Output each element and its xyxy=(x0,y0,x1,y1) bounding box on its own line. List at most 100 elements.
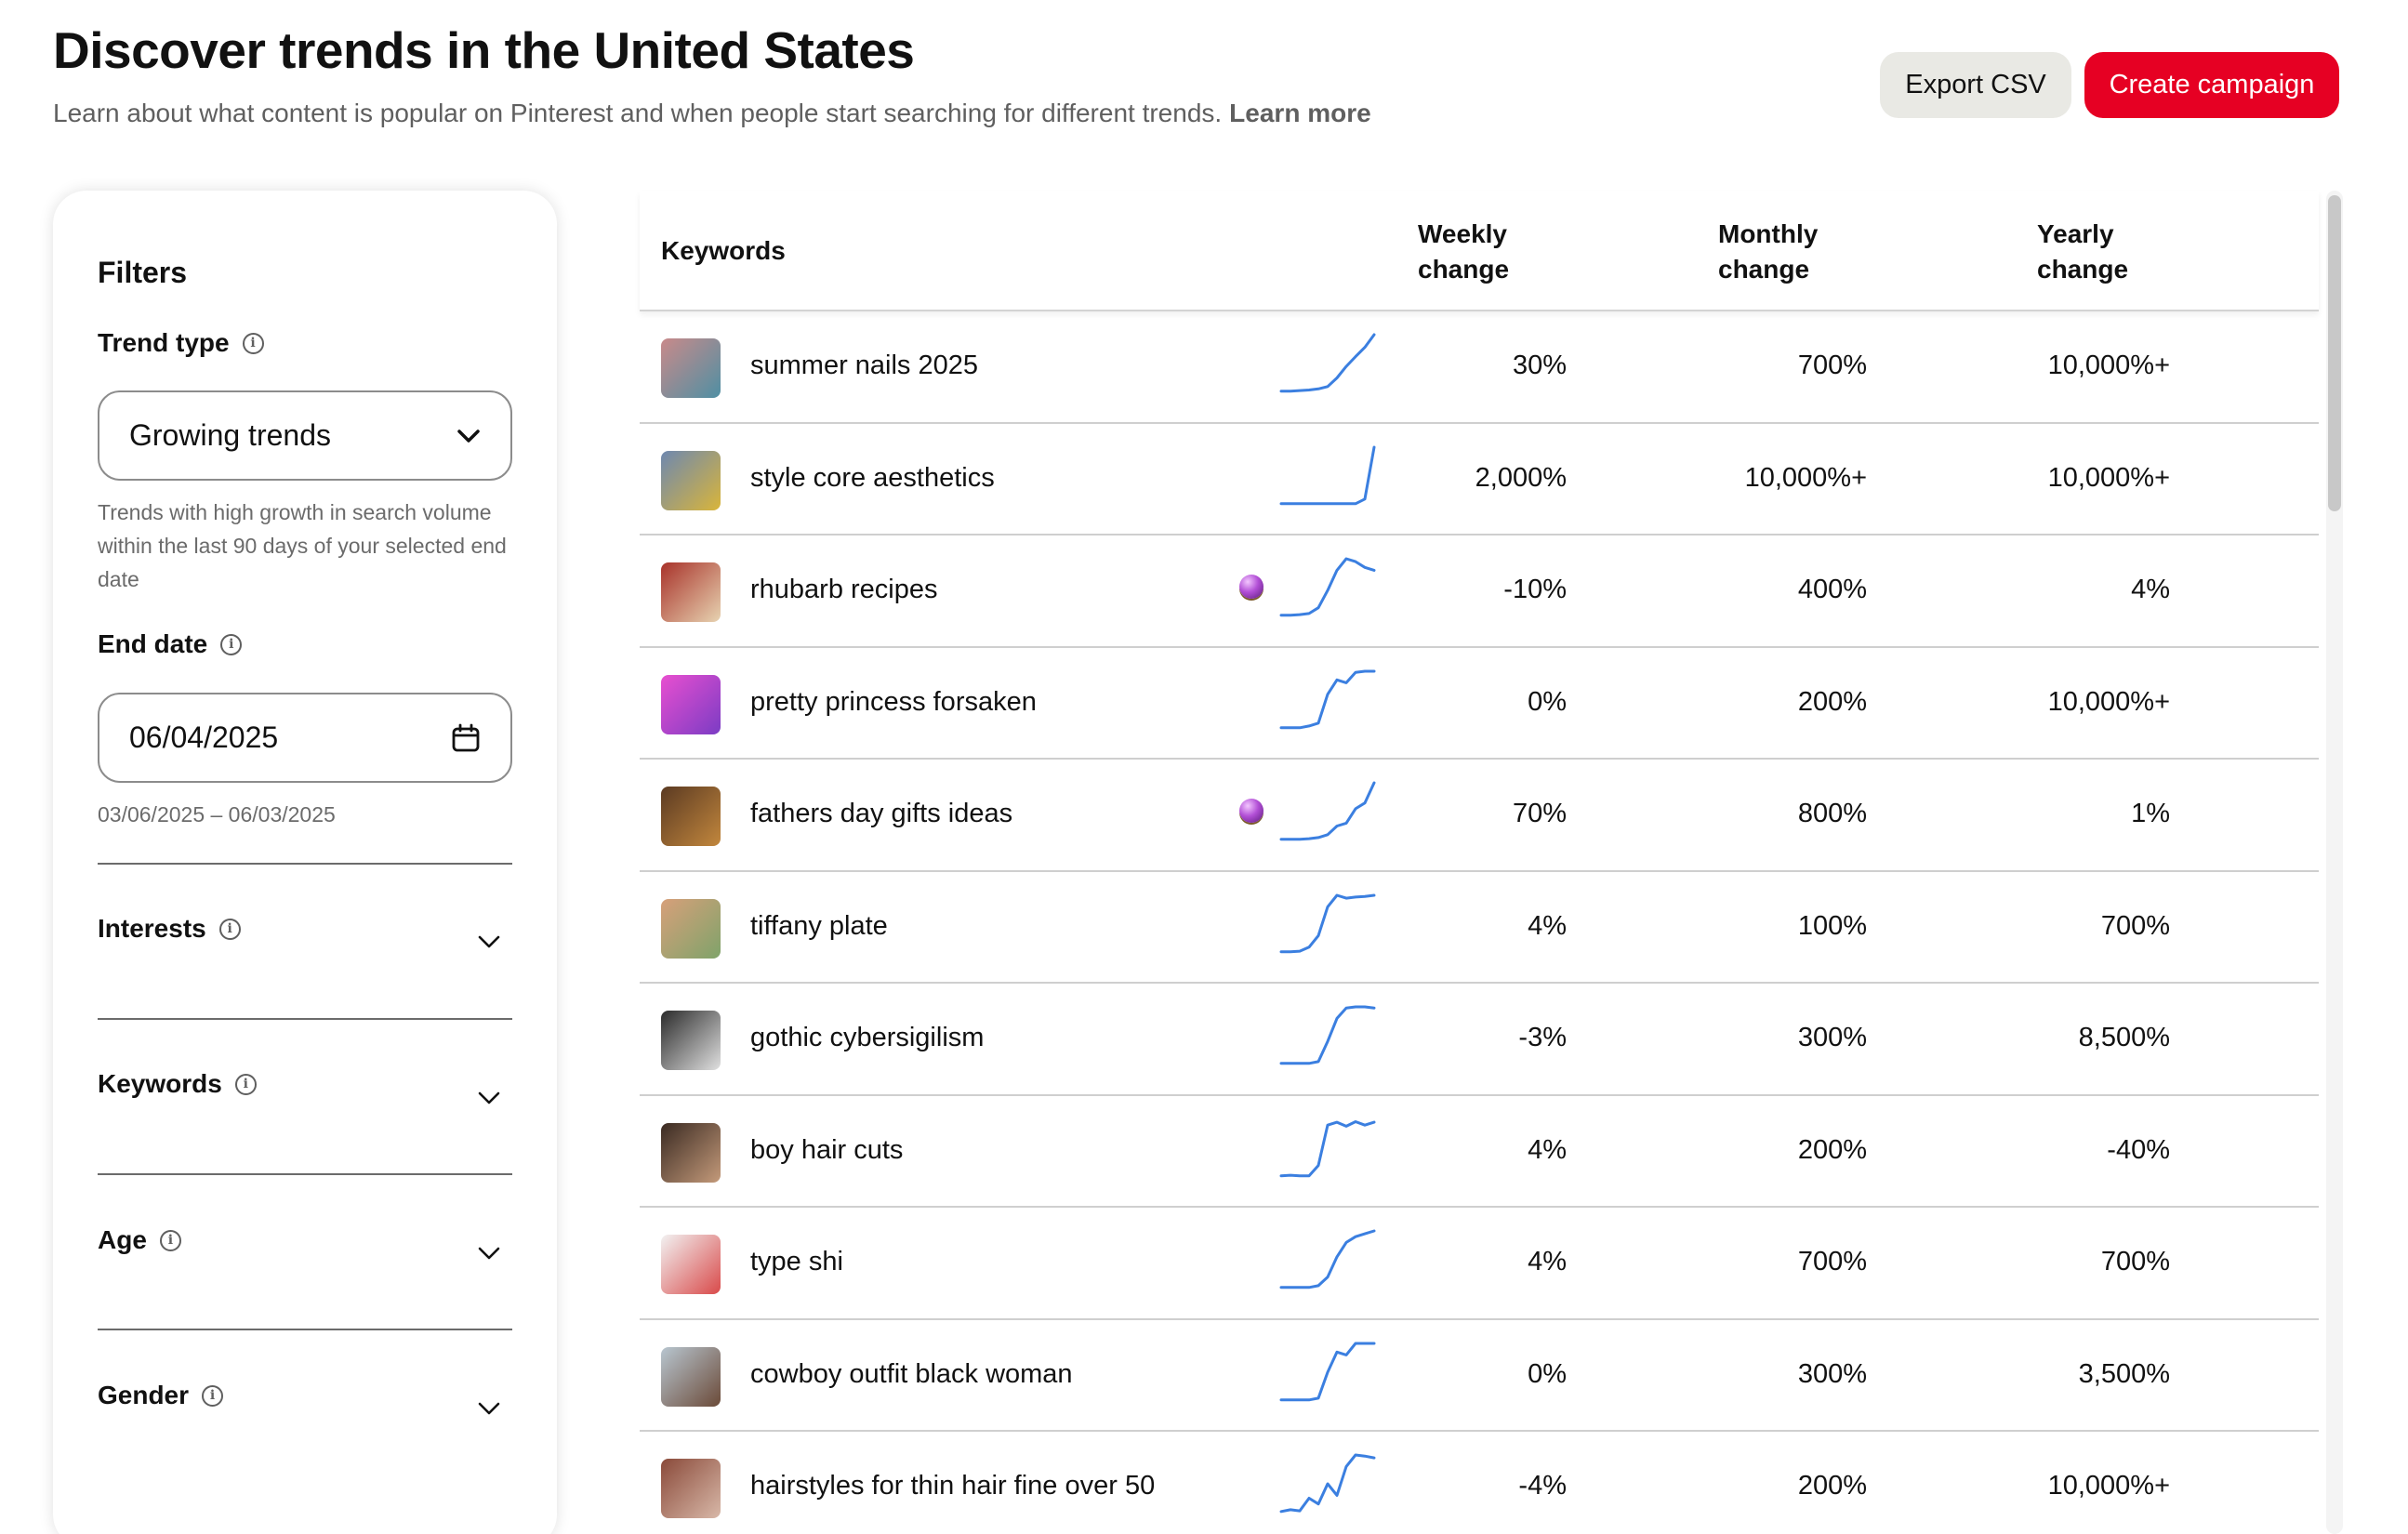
column-header-monthly-change[interactable]: Monthly change xyxy=(1718,219,1819,284)
keyword-text[interactable]: gothic cybersigilism xyxy=(750,1023,985,1052)
keyword-text[interactable]: hairstyles for thin hair fine over 50 xyxy=(750,1471,1156,1501)
monthly-change-value: 100% xyxy=(1797,910,1867,941)
end-date-value: 06/04/2025 xyxy=(129,721,279,754)
yearly-change-value: 700% xyxy=(2100,1247,2170,1276)
monthly-change-value: 700% xyxy=(1797,350,1867,380)
table-header: Keywords Weekly change Monthly change Ye… xyxy=(640,191,2319,311)
trend-sparkline xyxy=(1279,445,1376,505)
info-icon[interactable]: i xyxy=(234,1073,257,1095)
chevron-down-icon[interactable] xyxy=(477,1401,501,1416)
end-date-label-text: End date xyxy=(98,629,208,658)
yearly-change-value: 700% xyxy=(2100,910,2170,941)
column-header-keywords: Keywords xyxy=(661,236,786,265)
info-icon[interactable]: i xyxy=(218,918,241,940)
yearly-change-value: 4% xyxy=(2131,575,2170,604)
keyword-thumbnail xyxy=(661,898,721,959)
interests-section[interactable]: Interests i xyxy=(98,914,241,944)
weekly-change-value: 4% xyxy=(1528,1134,1567,1165)
trend-line xyxy=(1279,333,1376,393)
keyword-text[interactable]: cowboy outfit black woman xyxy=(750,1358,1073,1389)
page-subtitle: Learn about what content is popular on P… xyxy=(53,99,1371,128)
keywords-section[interactable]: Keywords i xyxy=(98,1069,257,1099)
yearly-change-value: 10,000%+ xyxy=(2047,1471,2170,1501)
weekly-change-value: 0% xyxy=(1528,1358,1567,1389)
info-icon[interactable]: i xyxy=(242,332,264,354)
yearly-change-value: -40% xyxy=(2107,1134,2170,1165)
keyword-text[interactable]: boy hair cuts xyxy=(750,1134,904,1165)
table-row[interactable]: type shi 4% 700% 700% xyxy=(640,1208,2319,1320)
scrollbar-track[interactable] xyxy=(2326,191,2343,1534)
chevron-down-icon[interactable] xyxy=(477,1091,501,1105)
trend-sparkline xyxy=(1279,1229,1376,1289)
weekly-change-value: -3% xyxy=(1518,1023,1567,1052)
trend-line xyxy=(1279,893,1376,953)
learn-more-link[interactable]: Learn more xyxy=(1229,99,1371,127)
weekly-change-value: 4% xyxy=(1528,910,1567,941)
keyword-thumbnail xyxy=(661,674,721,734)
table-row[interactable]: summer nails 2025 30% 700% 10,000%+ xyxy=(640,311,2319,424)
keyword-text[interactable]: tiffany plate xyxy=(750,910,888,941)
age-label: Age xyxy=(98,1225,147,1254)
yearly-change-value: 1% xyxy=(2131,799,2170,828)
trend-line xyxy=(1279,557,1376,617)
gender-section[interactable]: Gender i xyxy=(98,1381,224,1410)
interests-label: Interests xyxy=(98,914,206,943)
table-body: summer nails 2025 30% 700% 10,000%+ style co… xyxy=(640,311,2319,1534)
info-icon[interactable]: i xyxy=(159,1229,181,1251)
monthly-change-value: 200% xyxy=(1797,1471,1867,1501)
trend-line xyxy=(1279,1229,1376,1289)
trend-type-label: Trend type i xyxy=(98,328,264,358)
keyword-text[interactable]: summer nails 2025 xyxy=(750,350,978,380)
page-title: Discover trends in the United States xyxy=(53,21,915,79)
trend-type-label-text: Trend type xyxy=(98,328,230,357)
monthly-change-value: 400% xyxy=(1797,575,1867,604)
table-row[interactable]: fathers day gifts ideas 70% 800% 1% xyxy=(640,760,2319,872)
divider xyxy=(98,1329,512,1330)
export-csv-button[interactable]: Export CSV xyxy=(1880,52,2071,118)
trend-sparkline xyxy=(1279,1119,1376,1177)
weekly-change-value: 0% xyxy=(1528,686,1567,717)
weekly-change-value: 30% xyxy=(1512,350,1567,380)
divider xyxy=(98,1173,512,1175)
filters-title: Filters xyxy=(98,256,188,289)
table-row[interactable]: gothic cybersigilism -3% 300% 8,500% xyxy=(640,984,2319,1096)
monthly-change-value: 200% xyxy=(1797,686,1867,717)
yearly-change-value: 3,500% xyxy=(2078,1358,2170,1389)
table-row[interactable]: tiffany plate 4% 100% 700% xyxy=(640,872,2319,984)
crystal-ball-icon xyxy=(1239,799,1264,823)
column-header-yearly-change[interactable]: Yearly change xyxy=(2037,219,2129,284)
yearly-change-value: 10,000%+ xyxy=(2047,350,2170,380)
info-icon[interactable]: i xyxy=(220,633,243,655)
table-row[interactable]: hairstyles for thin hair fine over 50 -4%… xyxy=(640,1432,2319,1534)
end-date-input[interactable]: 06/04/2025 xyxy=(98,693,512,783)
table-row[interactable]: boy hair cuts 4% 200% -40% xyxy=(640,1096,2319,1208)
table-row[interactable]: pretty princess forsaken 0% 200% 10,000%+ xyxy=(640,648,2319,760)
trend-sparkline xyxy=(1279,781,1376,841)
keyword-text[interactable]: style core aesthetics xyxy=(750,462,995,493)
create-campaign-button[interactable]: Create campaign xyxy=(2084,52,2339,118)
keyword-thumbnail xyxy=(661,1011,721,1070)
trend-type-select[interactable]: Growing trends xyxy=(98,390,512,481)
column-header-weekly-change[interactable]: Weekly change xyxy=(1418,219,1510,284)
keyword-text[interactable]: pretty princess forsaken xyxy=(750,686,1037,717)
table-row[interactable]: cowboy outfit black woman 0% 300% 3,500% xyxy=(640,1320,2319,1432)
chevron-down-icon[interactable] xyxy=(477,934,501,949)
table-row[interactable]: rhubarb recipes -10% 400% 4% xyxy=(640,536,2319,648)
trend-sparkline xyxy=(1279,669,1376,729)
monthly-change-value: 700% xyxy=(1797,1247,1867,1276)
table-row[interactable]: style core aesthetics 2,000% 10,000%+ 10,00… xyxy=(640,424,2319,536)
keyword-text[interactable]: type shi xyxy=(750,1247,843,1276)
end-date-label: End date i xyxy=(98,629,243,659)
scrollbar-thumb[interactable] xyxy=(2328,195,2341,511)
keywords-label: Keywords xyxy=(98,1069,222,1098)
calendar-icon[interactable] xyxy=(451,723,481,753)
trend-line xyxy=(1279,781,1376,841)
divider xyxy=(98,1018,512,1020)
trend-sparkline xyxy=(1279,1005,1376,1065)
age-section[interactable]: Age i xyxy=(98,1225,181,1255)
weekly-change-value: -4% xyxy=(1518,1471,1567,1501)
keyword-text[interactable]: fathers day gifts ideas xyxy=(750,799,1013,828)
keyword-text[interactable]: rhubarb recipes xyxy=(750,575,938,604)
chevron-down-icon[interactable] xyxy=(477,1246,501,1261)
info-icon[interactable]: i xyxy=(202,1384,224,1407)
